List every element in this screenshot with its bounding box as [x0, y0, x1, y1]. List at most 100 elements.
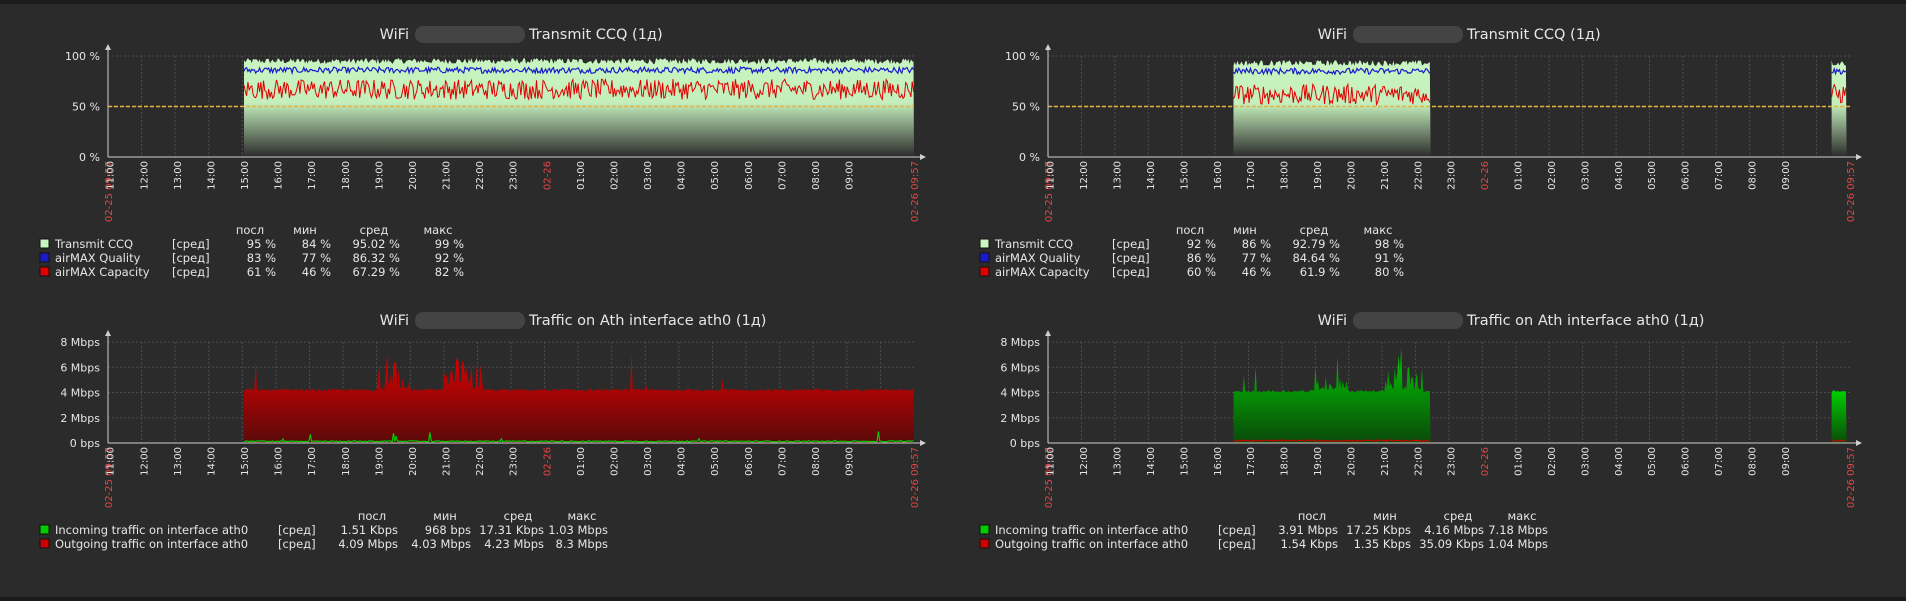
y-axis-arrow — [105, 44, 111, 50]
legend-value-max: 98 % — [1375, 237, 1404, 251]
x-tick-label: 19:00 — [1313, 161, 1324, 190]
x-tick-label: 23:00 — [509, 447, 520, 476]
x-tick-label: 14:00 — [1146, 447, 1157, 476]
x-tick-label: 02-25 09:57 — [1044, 161, 1055, 222]
legend-func: [сред] — [278, 523, 316, 537]
x-tick-label: 16:00 — [1213, 447, 1224, 476]
x-tick-label: 15:00 — [1179, 161, 1190, 190]
legend-value-min: 968 bps — [425, 523, 471, 537]
legend-value-last: 61 % — [247, 265, 276, 279]
legend-swatch — [979, 238, 990, 249]
legend-func: [сред] — [278, 537, 316, 551]
legend-value-avg: 86.32 % — [352, 251, 400, 265]
legend-value-avg: 4.16 Mbps — [1424, 523, 1484, 537]
y-tick-label: 4 Mbps — [1000, 387, 1040, 400]
legend-header-1: мин — [1233, 223, 1257, 237]
legend-value-min: 4.03 Mbps — [411, 537, 471, 551]
x-tick-label: 04:00 — [677, 161, 688, 190]
x-tick-label: 20:00 — [1346, 161, 1357, 190]
x-tick-label: 01:00 — [1514, 161, 1525, 190]
x-tick-label: 13:00 — [173, 447, 184, 476]
x-tick-label: 17:00 — [307, 447, 318, 476]
x-tick-label: 07:00 — [1714, 161, 1725, 190]
legend-value-last: 86 % — [1187, 251, 1216, 265]
legend-value-max: 91 % — [1375, 251, 1404, 265]
x-tick-label: 12:00 — [139, 447, 150, 476]
series-line-airmax-quality — [1831, 66, 1847, 76]
legend-header-2: сред — [504, 509, 533, 523]
legend-value-avg: 92.79 % — [1292, 237, 1340, 251]
legend-value-max: 82 % — [435, 265, 464, 279]
legend-series-name: Outgoing traffic on interface ath0 — [55, 537, 248, 551]
chart-panel-2: WiFi Transmit CCQ (1д) 0 % 50 % 100 % 02-25 0… — [979, 26, 1862, 279]
legend-header-2: сред — [1444, 509, 1473, 523]
x-tick-label: 22:00 — [1413, 161, 1424, 190]
x-tick-label: 20:00 — [408, 161, 419, 190]
legend-value-min: 84 % — [302, 237, 331, 251]
x-tick-label: 23:00 — [1447, 447, 1458, 476]
x-tick-label: 11:00 — [106, 447, 117, 476]
x-tick-label: 02-26 — [542, 161, 553, 190]
x-tick-label: 21:00 — [1380, 161, 1391, 190]
legend-value-last: 4.09 Mbps — [338, 537, 398, 551]
legend-func: [сред] — [172, 237, 210, 251]
y-tick-label: 8 Mbps — [60, 336, 100, 349]
x-tick-label: 05:00 — [1647, 161, 1658, 190]
legend-func: [сред] — [1112, 265, 1150, 279]
legend-swatch — [979, 524, 990, 535]
x-tick-label: 17:00 — [307, 161, 318, 190]
legend-value-max: 7.18 Mbps — [1488, 523, 1548, 537]
x-tick-label: 07:00 — [777, 161, 788, 190]
x-axis-arrow — [920, 440, 926, 446]
legend-value-min: 77 % — [1242, 251, 1271, 265]
legend-swatch — [39, 252, 50, 263]
x-tick-label: 02:00 — [609, 161, 620, 190]
legend-swatch — [979, 538, 990, 549]
x-tick-label: 02-26 09:57 — [1846, 447, 1857, 508]
y-tick-label: 4 Mbps — [60, 387, 100, 400]
legend-value-max: 80 % — [1375, 265, 1404, 279]
legend-value-last: 83 % — [247, 251, 276, 265]
x-tick-label: 12:00 — [1079, 447, 1090, 476]
series-area-transmit-ccq — [244, 58, 914, 157]
legend-value-max: 99 % — [435, 237, 464, 251]
x-tick-label: 22:00 — [475, 161, 486, 190]
legend-header-1: мин — [1373, 509, 1397, 523]
x-tick-label: 02:00 — [1547, 447, 1558, 476]
chart-title-prefix: WiFi — [380, 313, 409, 329]
legend-value-min: 77 % — [302, 251, 331, 265]
x-tick-label: 17:00 — [1246, 161, 1257, 190]
series-line-airmax-capacity — [1831, 83, 1847, 104]
legend-value-max: 1.04 Mbps — [1488, 537, 1548, 551]
legend-header-0: посл — [236, 223, 264, 237]
series-area-incoming — [1233, 347, 1431, 443]
x-tick-label: 18:00 — [341, 161, 352, 190]
x-tick-label: 21:00 — [1380, 447, 1391, 476]
chart-panel-1: WiFi Transmit CCQ (1д) 0 % 50 % 100 % 02-25 0… — [39, 26, 926, 279]
x-tick-label: 08:00 — [1747, 447, 1758, 476]
y-tick-label: 100 % — [65, 50, 100, 63]
series-line-airmax-quality — [243, 65, 914, 76]
blurred-name — [1353, 26, 1463, 43]
legend-value-avg: 95.02 % — [352, 237, 400, 251]
chart-title-suffix: Transmit CCQ (1д) — [528, 27, 663, 43]
x-tick-label: 09:00 — [845, 447, 856, 476]
x-tick-label: 11:00 — [106, 161, 117, 190]
legend-header-3: макс — [1508, 509, 1537, 523]
blurred-name — [1353, 312, 1463, 329]
x-tick-label: 18:00 — [1280, 447, 1291, 476]
y-tick-label: 50 % — [72, 101, 100, 114]
chart-title-suffix: Traffic on Ath interface ath0 (1д) — [1466, 313, 1704, 329]
x-tick-label: 05:00 — [710, 161, 721, 190]
x-tick-label: 02:00 — [1547, 161, 1558, 190]
x-tick-label: 01:00 — [1514, 447, 1525, 476]
x-tick-label: 12:00 — [139, 161, 150, 190]
x-tick-label: 03:00 — [643, 161, 654, 190]
legend-series-name: airMAX Capacity — [995, 265, 1090, 279]
legend-swatch — [39, 538, 50, 549]
legend-series-name: Outgoing traffic on interface ath0 — [995, 537, 1188, 551]
x-tick-label: 16:00 — [274, 447, 285, 476]
legend-value-avg: 67.29 % — [352, 265, 400, 279]
legend-series-name: Transmit CCQ — [54, 237, 133, 251]
x-tick-label: 02-26 09:57 — [1846, 161, 1857, 222]
